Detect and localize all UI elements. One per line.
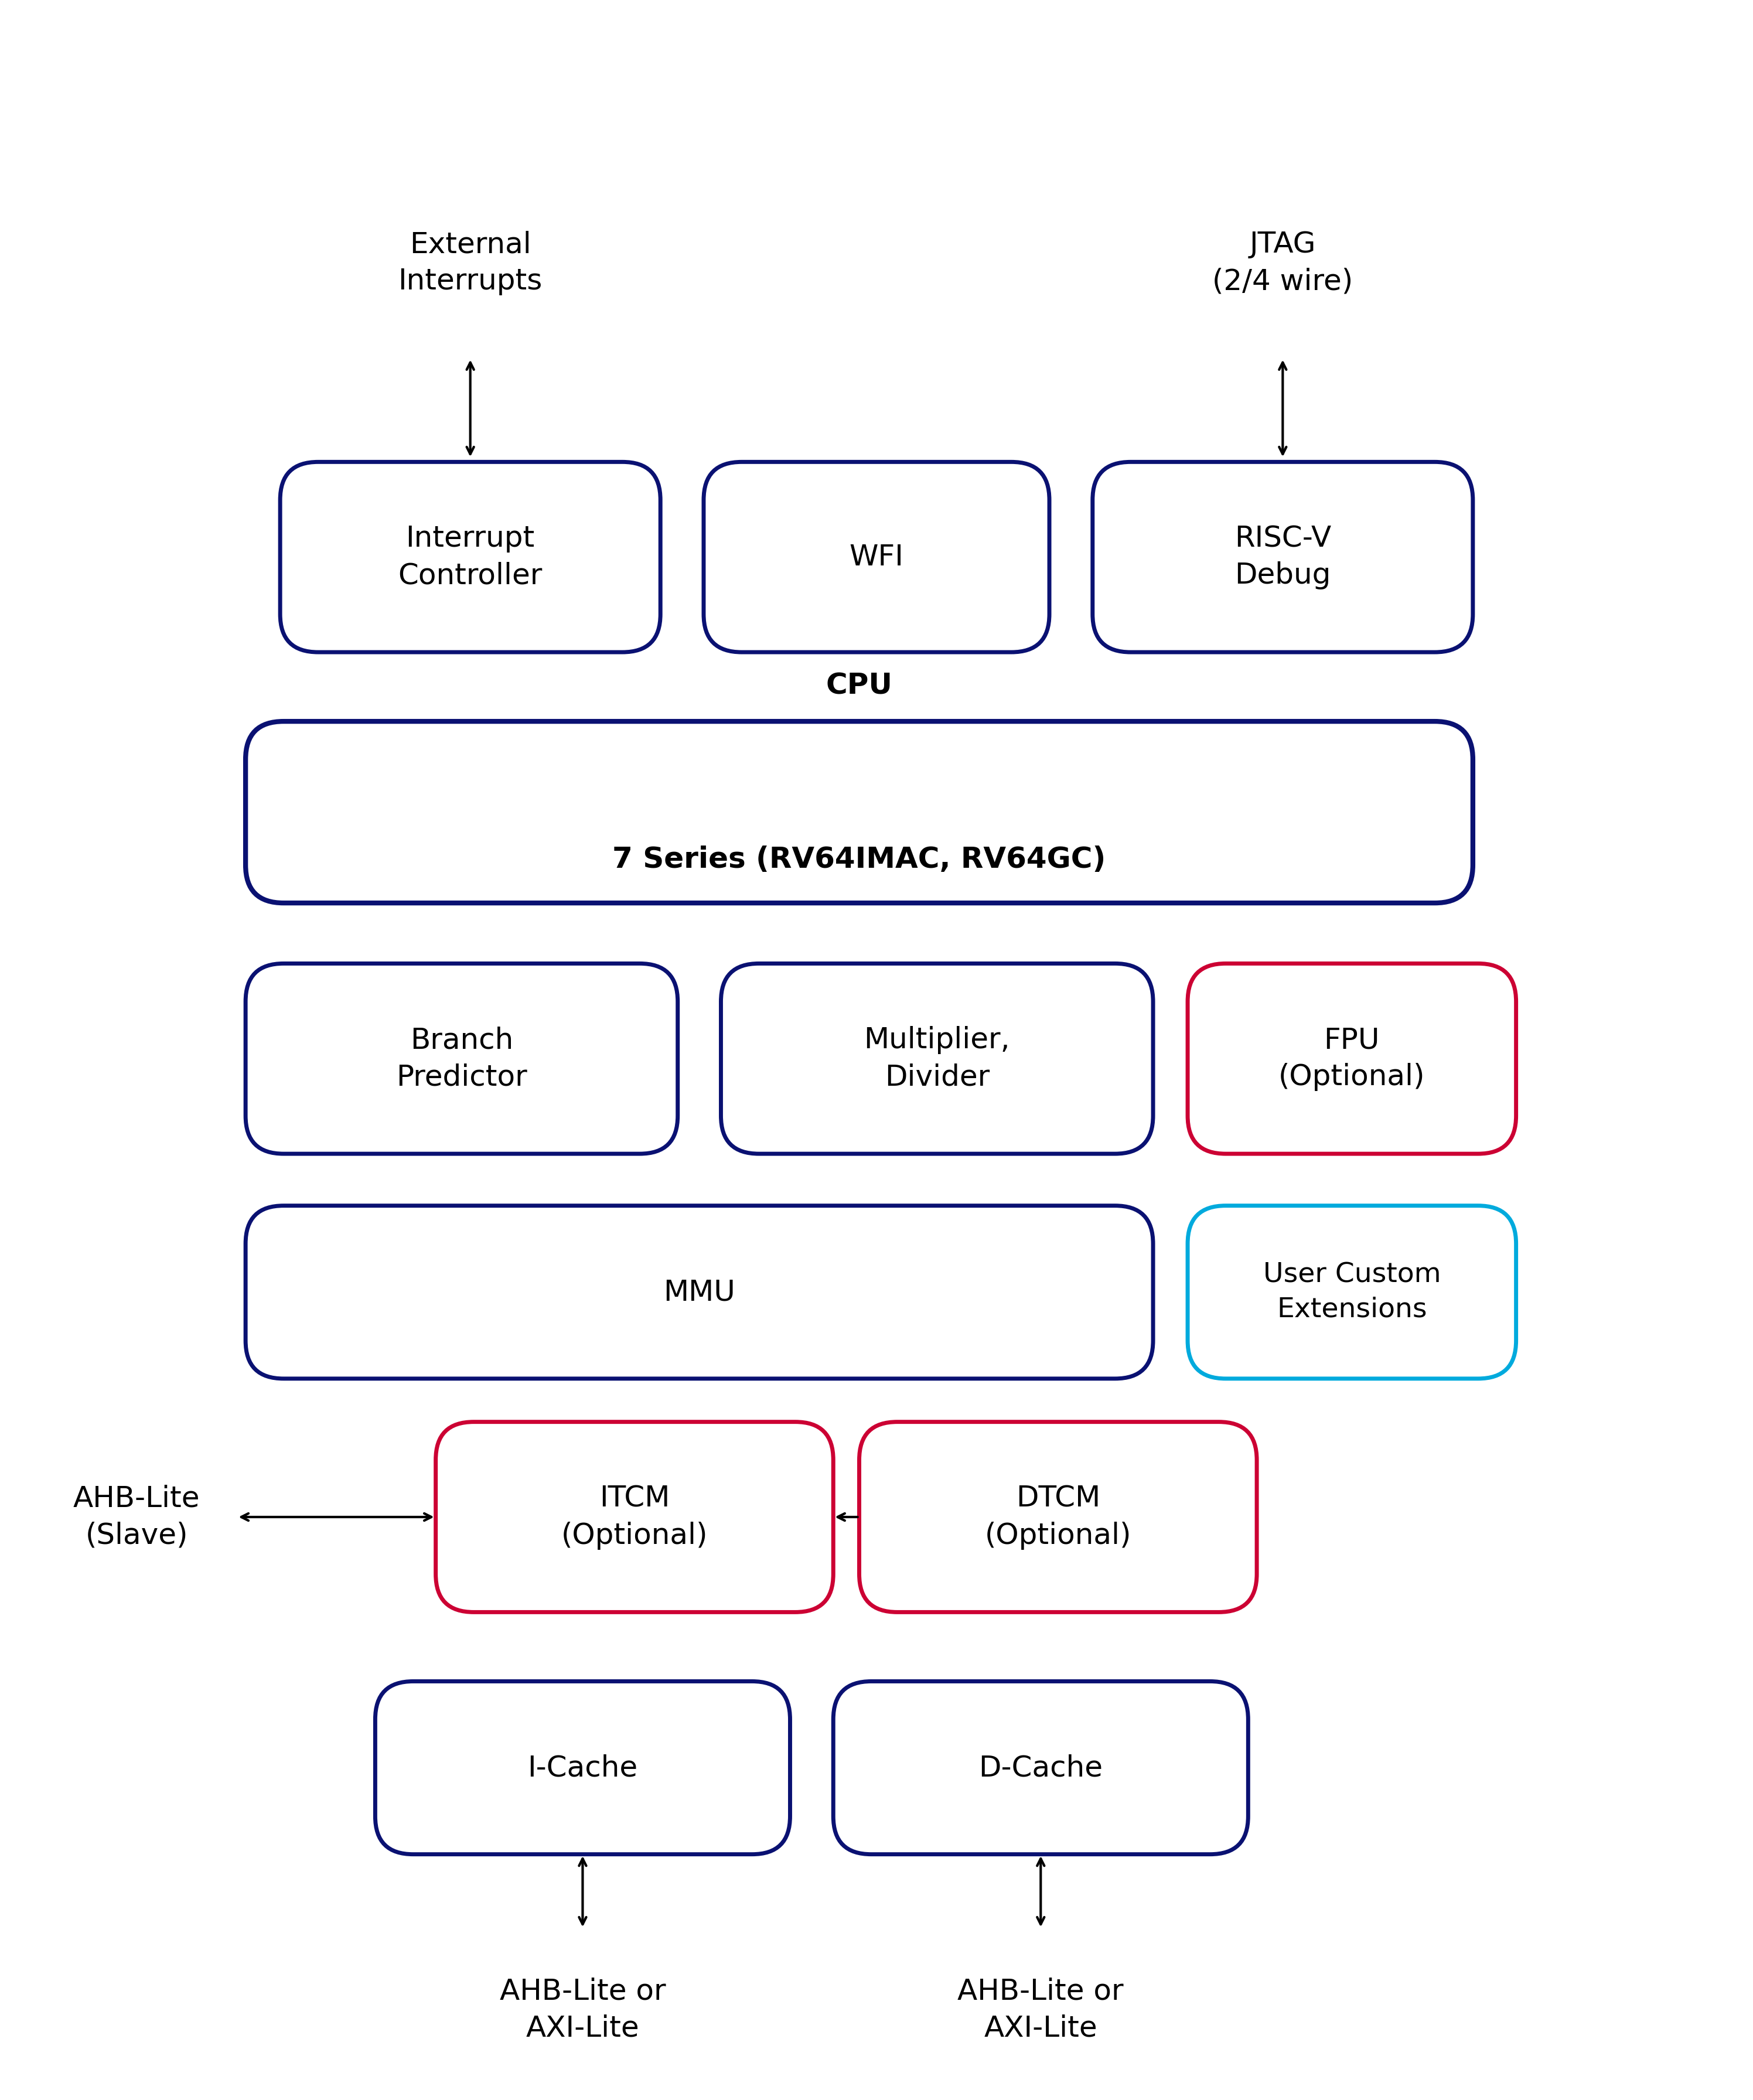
FancyBboxPatch shape: [245, 1205, 1153, 1378]
FancyBboxPatch shape: [720, 964, 1153, 1153]
Text: JTAG
(2/4 wire): JTAG (2/4 wire): [1213, 231, 1353, 296]
Text: MMU: MMU: [663, 1279, 735, 1306]
FancyBboxPatch shape: [375, 1682, 791, 1854]
Text: AHB-Lite or
AXI-Lite: AHB-Lite or AXI-Lite: [957, 1978, 1124, 2043]
FancyBboxPatch shape: [245, 722, 1473, 903]
Text: 7 Series (RV64IMAC, RV64GC): 7 Series (RV64IMAC, RV64GC): [612, 846, 1106, 874]
Text: DTCM
(Optional): DTCM (Optional): [985, 1485, 1131, 1550]
Text: CPU: CPU: [826, 672, 892, 699]
Text: Branch
Predictor: Branch Predictor: [396, 1027, 528, 1092]
Text: External
Interrupts: External Interrupts: [398, 231, 542, 296]
Text: AHB-Lite or
AXI-Lite: AHB-Lite or AXI-Lite: [500, 1978, 666, 2043]
Text: User Custom
Extensions: User Custom Extensions: [1262, 1262, 1441, 1323]
FancyBboxPatch shape: [1187, 1205, 1516, 1378]
FancyBboxPatch shape: [859, 1422, 1257, 1613]
FancyBboxPatch shape: [1092, 462, 1473, 653]
FancyBboxPatch shape: [436, 1422, 833, 1613]
FancyBboxPatch shape: [280, 462, 661, 653]
FancyBboxPatch shape: [1187, 964, 1516, 1153]
Text: D-Cache: D-Cache: [978, 1754, 1103, 1783]
FancyBboxPatch shape: [703, 462, 1050, 653]
Text: FPU
(Optional): FPU (Optional): [1278, 1027, 1425, 1092]
Text: ITCM
(Optional): ITCM (Optional): [561, 1485, 708, 1550]
Text: Multiplier,
Divider: Multiplier, Divider: [864, 1027, 1010, 1092]
Text: RISC-V
Debug: RISC-V Debug: [1234, 525, 1331, 590]
FancyBboxPatch shape: [833, 1682, 1248, 1854]
Text: WFI: WFI: [848, 544, 905, 571]
Text: Interrupt
Controller: Interrupt Controller: [398, 525, 542, 590]
FancyBboxPatch shape: [245, 964, 678, 1153]
Text: AHB-Lite
(Slave): AHB-Lite (Slave): [74, 1485, 200, 1550]
Text: I-Cache: I-Cache: [528, 1754, 638, 1783]
